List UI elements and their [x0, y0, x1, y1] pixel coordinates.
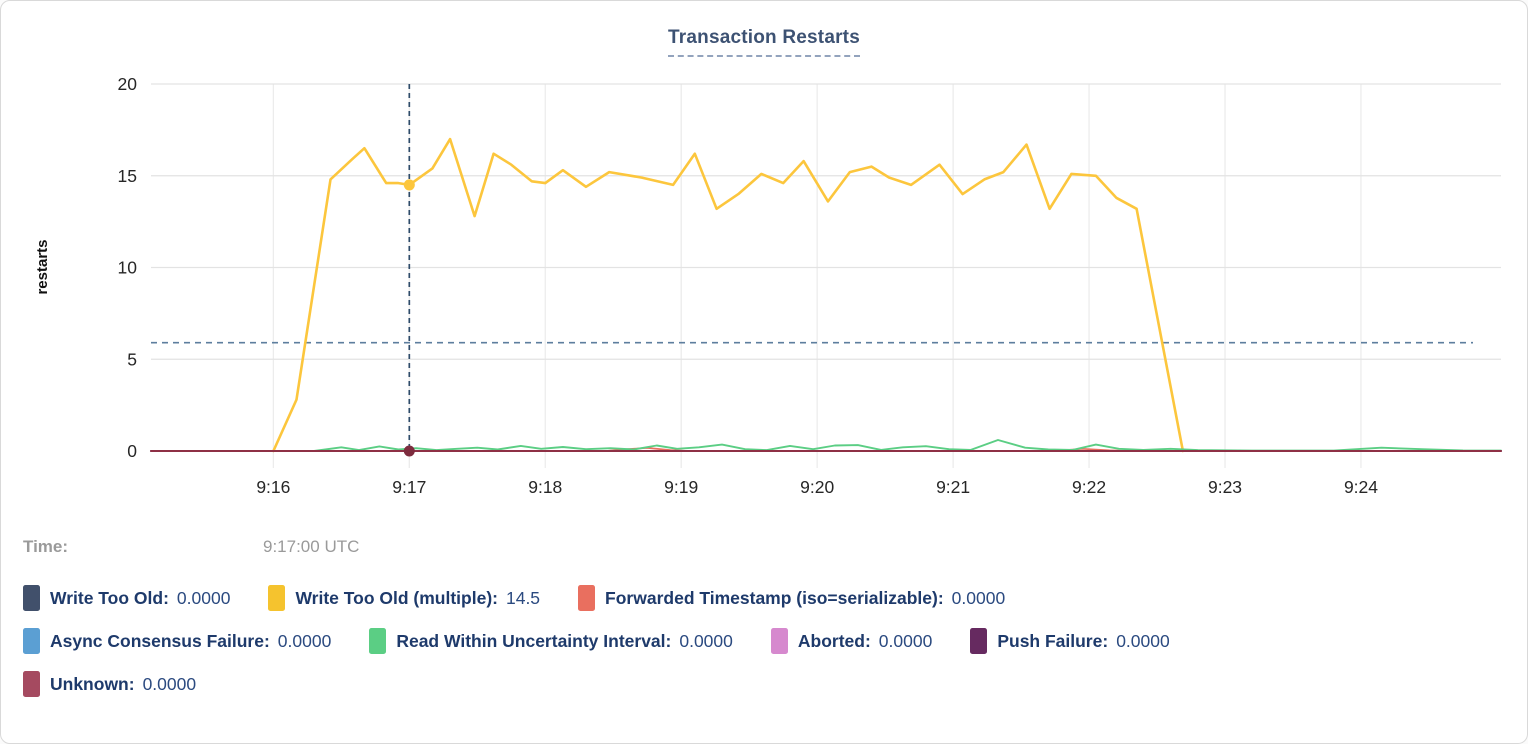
x-tick-label: 9:18 — [528, 477, 562, 497]
hover-time-label: Time: — [23, 537, 69, 556]
y-tick-label: 10 — [118, 258, 138, 278]
legend-value: 0.0000 — [951, 587, 1006, 608]
legend-label: Push Failure: — [997, 630, 1109, 651]
gridlines — [151, 83, 1501, 468]
x-tick-label: 9:22 — [1072, 477, 1106, 497]
chart-title-row: Transaction Restarts — [1, 27, 1527, 57]
legend-value: 0.0000 — [878, 630, 933, 651]
legend-value: 0.0000 — [679, 630, 733, 651]
legend-swatch-forwarded-timestamp-iso-serializable — [578, 585, 596, 611]
legend-item-push-failure: Push Failure: 0.0000 — [970, 628, 1170, 654]
legend-swatch-read-within-uncertainty-interval — [369, 628, 387, 654]
chart-legend: Write Too Old: 0.0000 Write Too Old (multi… — [23, 585, 1507, 714]
y-axis-label: restarts — [34, 239, 51, 294]
legend-swatch-unknown — [23, 671, 40, 697]
axis-tick-labels: 0 5 10 15 20 9:16 9:17 9:18 9:19 9:20 9:21 9:22 9:23… — [118, 74, 1379, 497]
legend-label: Read Within Uncertainty Interval: — [396, 630, 672, 651]
hover-dot-1 — [403, 445, 415, 457]
legend-swatch-push-failure — [970, 628, 988, 654]
legend-value: 14.5 — [505, 587, 541, 608]
legend-value: 0.0000 — [1116, 630, 1170, 651]
x-tick-label: 9:19 — [664, 477, 698, 497]
y-tick-label: 15 — [118, 166, 137, 186]
legend-label: Write Too Old: — [50, 587, 169, 608]
series-line-read-within-uncertainty-interval — [313, 439, 1502, 452]
legend-row: Async Consensus Failure: 0.0000 Read Withi… — [23, 628, 1507, 654]
y-tick-label: 5 — [127, 349, 137, 369]
hover-dot-0 — [403, 179, 415, 191]
x-tick-label: 9:21 — [936, 477, 970, 497]
legend-item-forwarded-timestamp-iso-serializable: Forwarded Timestamp (iso=serializable): 0… — [578, 585, 1005, 611]
legend-label: Write Too Old (multiple): — [295, 587, 498, 608]
hover-time-row: Time: 9:17:00 UTC — [23, 537, 359, 557]
legend-row: Write Too Old: 0.0000 Write Too Old (multi… — [23, 585, 1507, 611]
x-tick-label: 9:24 — [1344, 477, 1378, 497]
legend-item-aborted: Aborted: 0.0000 — [770, 628, 933, 654]
legend-swatch-write-too-old — [23, 585, 40, 611]
y-tick-label: 0 — [127, 441, 137, 461]
legend-value: 0.0000 — [142, 673, 197, 694]
y-tick-label: 20 — [118, 74, 138, 94]
x-tick-label: 9:23 — [1208, 477, 1242, 497]
legend-label: Unknown: — [50, 673, 135, 694]
x-tick-label: 9:16 — [256, 477, 290, 497]
hover-time-value: 9:17:00 UTC — [263, 537, 360, 556]
legend-label: Forwarded Timestamp (iso=serializable): — [605, 587, 944, 608]
legend-swatch-async-consensus-failure — [23, 628, 40, 654]
legend-item-write-too-old: Write Too Old: 0.0000 — [23, 585, 230, 611]
legend-label: Aborted: — [797, 630, 871, 651]
legend-value: 0.0000 — [277, 630, 332, 651]
transaction-restarts-chart[interactable]: 0 5 10 15 20 9:16 9:17 9:18 9:19 9:20 9:21 9:22 9:23… — [1, 1, 1528, 531]
legend-swatch-aborted — [770, 628, 788, 654]
legend-item-async-consensus-failure: Async Consensus Failure: 0.0000 — [23, 628, 331, 654]
legend-value: 0.0000 — [176, 587, 231, 608]
x-tick-label: 9:20 — [800, 477, 834, 497]
legend-item-read-within-uncertainty-interval: Read Within Uncertainty Interval: 0.0000 — [369, 628, 733, 654]
legend-label: Async Consensus Failure: — [50, 630, 270, 651]
x-tick-label: 9:17 — [392, 477, 426, 497]
legend-row: Unknown: 0.0000 — [23, 671, 1507, 697]
legend-item-write-too-old-multiple: Write Too Old (multiple): 14.5 — [268, 585, 540, 611]
legend-item-unknown: Unknown: 0.0000 — [23, 671, 196, 697]
chart-title[interactable]: Transaction Restarts — [668, 27, 860, 57]
legend-swatch-write-too-old-multiple — [268, 585, 286, 611]
